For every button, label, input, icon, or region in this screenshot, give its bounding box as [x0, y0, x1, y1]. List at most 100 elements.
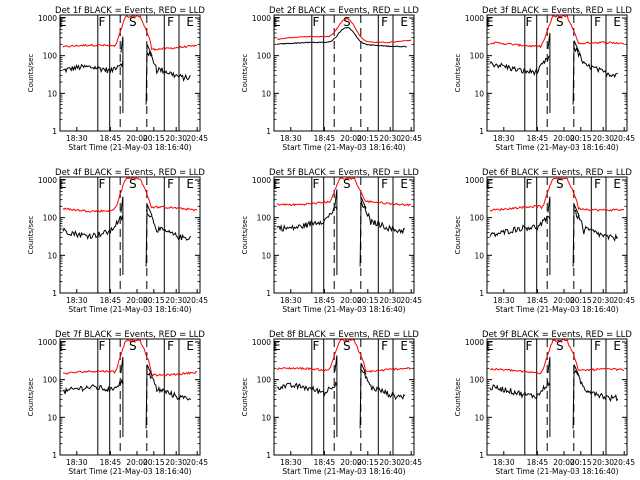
y-tick-label: 1000	[38, 14, 57, 23]
events-spike	[334, 355, 338, 438]
period-label: F	[167, 177, 174, 191]
y-tick-label: 100	[470, 214, 485, 223]
y-tick-label: 1	[479, 289, 484, 298]
x-tick-label: 20:30	[592, 296, 614, 305]
chart-panel-5: Det 5f BLACK = Events, RED = LLD 1 10 100 10…	[241, 168, 422, 314]
chart-title: Det 6f BLACK = Events, RED = LLD	[482, 168, 632, 178]
period-label: E	[613, 339, 621, 353]
period-label: F	[381, 15, 388, 29]
x-tick-label: 20:45	[186, 296, 208, 305]
x-axis-label: Start Time (21-May-03 18:16:40)	[68, 467, 191, 476]
events-series-line	[489, 209, 619, 242]
period-label: F	[167, 339, 174, 353]
x-tick-label: 18:30	[66, 296, 88, 305]
events-spike	[572, 364, 580, 429]
y-axis-label: Counts/sec	[241, 216, 249, 255]
chart-title: Det 5f BLACK = Events, RED = LLD	[269, 168, 419, 178]
x-tick-label: 20:30	[379, 296, 401, 305]
x-tick-label: 20:45	[613, 134, 635, 143]
period-label: F	[167, 15, 174, 29]
y-axis-label: Counts/sec	[454, 216, 462, 255]
y-tick-label: 100	[257, 52, 272, 61]
period-label: F	[313, 15, 320, 29]
period-label: E	[613, 177, 621, 191]
y-tick-label: 1000	[252, 338, 271, 347]
x-tick-label: 20:15	[143, 134, 165, 143]
events-spike	[547, 196, 551, 276]
events-series-line	[62, 372, 192, 401]
x-tick-label: 20:00	[340, 134, 362, 143]
period-label: E	[186, 15, 194, 29]
y-axis-label: Counts/sec	[454, 378, 462, 417]
period-label: S	[556, 177, 564, 191]
period-label: F	[594, 339, 601, 353]
events-series-line	[62, 49, 192, 83]
period-label: E	[59, 15, 67, 29]
y-axis-label: Counts/sec	[27, 216, 35, 255]
period-label: E	[486, 177, 494, 191]
events-spike	[145, 44, 153, 105]
y-axis-label: Counts/sec	[454, 54, 462, 93]
period-label: S	[343, 177, 351, 191]
period-label: F	[526, 177, 533, 191]
period-label: E	[486, 15, 494, 29]
x-tick-label: 20:15	[357, 134, 379, 143]
x-tick-label: 20:30	[592, 134, 614, 143]
x-tick-label: 20:30	[165, 134, 187, 143]
period-label: F	[99, 177, 106, 191]
chart-title: Det 8f BLACK = Events, RED = LLD	[269, 330, 419, 340]
period-label: E	[186, 339, 194, 353]
x-tick-label: 18:30	[493, 296, 515, 305]
period-label: E	[400, 339, 408, 353]
x-axis-label: Start Time (21-May-03 18:16:40)	[68, 305, 191, 314]
x-tick-label: 18:30	[280, 134, 302, 143]
y-tick-label: 1000	[465, 338, 484, 347]
y-axis-label: Counts/sec	[27, 378, 35, 417]
events-spike	[572, 204, 580, 267]
period-label: E	[59, 339, 67, 353]
x-tick-label: 20:00	[553, 134, 575, 143]
events-spike	[145, 204, 153, 267]
x-tick-label: 20:45	[400, 458, 422, 467]
x-tick-label: 18:45	[100, 296, 122, 305]
x-tick-label: 20:45	[400, 296, 422, 305]
x-tick-label: 20:30	[379, 134, 401, 143]
y-tick-label: 1000	[252, 176, 271, 185]
lld-series-line	[276, 338, 412, 374]
x-tick-label: 20:45	[613, 296, 635, 305]
y-tick-label: 1000	[38, 176, 57, 185]
x-tick-label: 20:00	[553, 458, 575, 467]
x-tick-label: 18:30	[66, 134, 88, 143]
period-label: E	[613, 15, 621, 29]
x-tick-label: 18:30	[493, 458, 515, 467]
period-label: S	[556, 339, 564, 353]
x-tick-label: 20:15	[143, 296, 165, 305]
lld-series-line	[276, 17, 412, 44]
x-tick-label: 20:00	[126, 458, 148, 467]
period-label: F	[381, 177, 388, 191]
y-tick-label: 1	[52, 451, 57, 460]
y-axis-label: Counts/sec	[27, 54, 35, 93]
period-label: E	[186, 177, 194, 191]
x-axis-label: Start Time (21-May-03 18:16:40)	[68, 143, 191, 152]
y-tick-label: 10	[261, 89, 271, 98]
chart-title: Det 4f BLACK = Events, RED = LLD	[55, 168, 205, 178]
x-tick-label: 20:00	[553, 296, 575, 305]
y-tick-label: 10	[47, 413, 57, 422]
y-tick-label: 10	[474, 89, 484, 98]
lld-series-line	[62, 339, 198, 378]
x-tick-label: 20:45	[400, 134, 422, 143]
period-label: F	[99, 339, 106, 353]
x-tick-label: 20:45	[186, 458, 208, 467]
x-tick-label: 18:30	[280, 296, 302, 305]
events-series-line	[489, 369, 619, 403]
period-label: S	[343, 339, 351, 353]
events-spike	[120, 356, 124, 438]
x-tick-label: 18:30	[493, 134, 515, 143]
y-tick-label: 1000	[465, 176, 484, 185]
y-tick-label: 10	[261, 251, 271, 260]
y-tick-label: 1	[52, 127, 57, 136]
events-series-line	[489, 46, 618, 79]
chart-panel-3: Det 3f BLACK = Events, RED = LLD 1 10 100 10…	[454, 6, 635, 152]
x-tick-label: 20:30	[592, 458, 614, 467]
